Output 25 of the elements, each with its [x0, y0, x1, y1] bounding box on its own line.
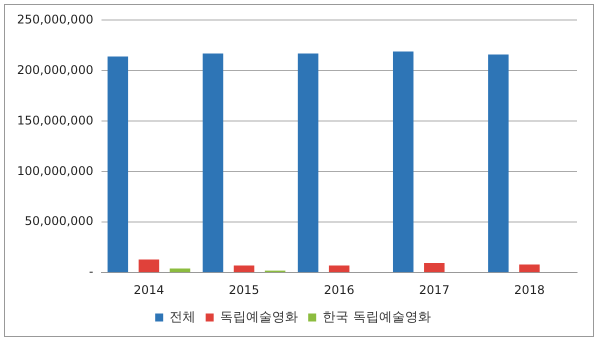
bar — [108, 56, 128, 272]
bar — [298, 54, 318, 272]
x-tick-label: 2014 — [134, 282, 164, 297]
x-tick-label: 2017 — [419, 282, 450, 297]
y-tick-label: 200,000,000 — [17, 62, 94, 77]
y-tick-label: 50,000,000 — [24, 214, 94, 228]
y-tick-label: - — [89, 264, 94, 279]
bar — [138, 259, 160, 272]
bar — [424, 263, 445, 272]
y-tick-label: 150,000,000 — [17, 113, 94, 128]
y-tick-label: 100,000,000 — [17, 164, 94, 178]
bar — [170, 268, 190, 272]
legend-label: 독립예술영화 — [220, 310, 298, 325]
x-tick-label: 2018 — [514, 282, 545, 297]
x-tick-label: 2015 — [228, 282, 260, 297]
bar — [328, 266, 350, 272]
y-tick-label: 250,000,000 — [17, 12, 94, 26]
legend-label: 전체 — [170, 310, 196, 325]
bar — [488, 54, 509, 272]
bar — [234, 266, 254, 272]
x-tick-label: 2016 — [324, 282, 354, 297]
bar — [519, 264, 540, 272]
bar — [202, 54, 224, 272]
bar — [392, 52, 414, 272]
legend-label: 한국 독립예술영화 — [322, 310, 431, 325]
